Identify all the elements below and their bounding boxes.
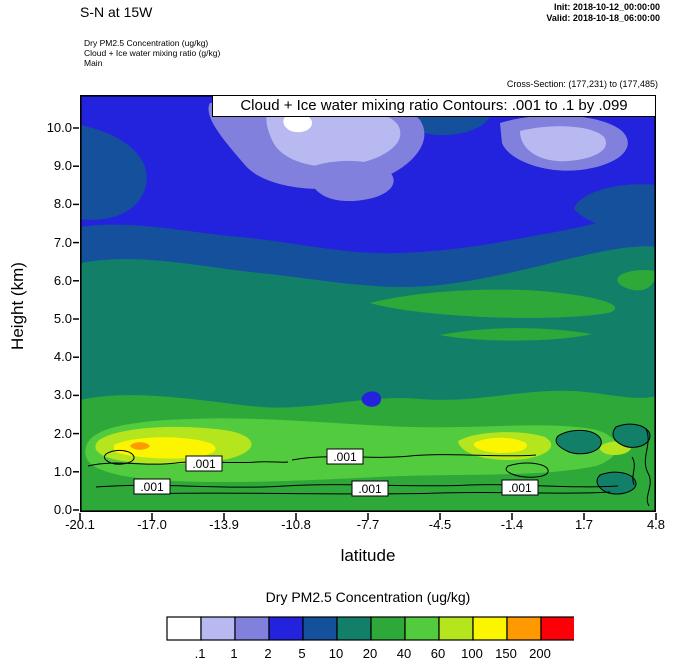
pm25-fill-150-200 — [130, 442, 150, 450]
y-tick-label: 5.0 — [53, 311, 72, 326]
colorbar-label: 10 — [328, 646, 344, 661]
colorbar-label: .1 — [194, 646, 206, 661]
x-tick-label: -17.0 — [137, 517, 167, 532]
x-tick-label: 1.7 — [574, 517, 594, 532]
init-time: Init: 2018-10-12_00:00:00 — [553, 2, 660, 12]
pm25-fill-5-10 — [80, 125, 147, 220]
colorbar-swatch — [404, 616, 440, 641]
pm25-fill-2-5-pocket — [361, 391, 382, 407]
y-tick-label: 6.0 — [53, 273, 72, 288]
y-tick-label: 4.0 — [53, 349, 72, 364]
figure-title: S-N at 15W — [80, 4, 153, 20]
contour-label: .001 — [326, 448, 364, 465]
pm25-fill-p1-1 — [520, 126, 607, 162]
x-axis-ticks — [79, 513, 657, 520]
colorbar-label: 2 — [264, 646, 272, 661]
pm25-fill-20-40 — [617, 270, 656, 291]
colorbar-label: 5 — [298, 646, 306, 661]
y-tick-label: 0.0 — [53, 502, 72, 517]
colorbar-swatch — [268, 616, 304, 641]
y-axis-ticks — [73, 127, 79, 511]
colorbar-swatch — [234, 616, 270, 641]
x-tick-label: -20.1 — [65, 517, 95, 532]
pm25-fill-10-20-pocket — [596, 471, 637, 495]
init-valid-block: Init: 2018-10-12_00:00:00 Valid: 2018-10… — [546, 2, 660, 24]
pm25-filled-contours: .001 .001 .001 .001 .001 — [80, 95, 656, 512]
contour-label: .001 — [185, 455, 223, 472]
pm25-fill-1-2 — [309, 160, 394, 201]
pm25-fill-10-20-pocket — [612, 423, 651, 448]
pm25-fill-10-20-pocket — [555, 429, 602, 455]
svg-text:.001: .001 — [140, 480, 164, 494]
colorbar-title: Dry PM2.5 Concentration (ug/kg) — [265, 589, 471, 605]
pm25-fill-lt-p1 — [283, 113, 313, 133]
svg-text:.001: .001 — [358, 482, 382, 496]
colorbar-swatch — [336, 616, 372, 641]
y-axis-title: Height (km) — [8, 262, 27, 350]
colorbar-swatch — [166, 616, 202, 641]
x-tick-label: -1.4 — [500, 517, 524, 532]
colorbar-label: 150 — [495, 646, 517, 661]
x-tick-label: -13.9 — [209, 517, 239, 532]
colorbar — [166, 616, 574, 641]
x-tick-label: -4.5 — [428, 517, 452, 532]
x-tick-label: 4.8 — [646, 517, 666, 532]
y-tick-label: 3.0 — [53, 387, 72, 402]
contour-label: .001 — [133, 478, 171, 495]
field-pm25-label: Dry PM2.5 Concentration (ug/kg) — [84, 38, 209, 48]
pm25-fill-20-40 — [370, 289, 616, 318]
y-tick-label: 9.0 — [53, 158, 72, 173]
colorbar-swatch — [302, 616, 338, 641]
colorbar-label: 60 — [430, 646, 446, 661]
field-domain-label: Main — [84, 58, 103, 68]
pm25-fill-100-150 — [473, 437, 527, 453]
svg-text:.001: .001 — [333, 450, 357, 464]
svg-text:.001: .001 — [192, 457, 216, 471]
colorbar-swatch — [438, 616, 474, 641]
colorbar-swatch — [472, 616, 508, 641]
colorbar-label: 40 — [396, 646, 412, 661]
x-tick-label: -10.8 — [281, 517, 311, 532]
contour-info-box: Cloud + Ice water mixing ratio Contours:… — [212, 95, 656, 117]
svg-text:.001: .001 — [508, 481, 532, 495]
y-tick-label: 1.0 — [53, 464, 72, 479]
colorbar-swatch — [200, 616, 236, 641]
field-list: Dry PM2.5 Concentration (ug/kg) Cloud + … — [84, 38, 220, 68]
cross-section-label: Cross-Section: (177,231) to (177,485) — [506, 79, 658, 89]
colorbar-label: 200 — [529, 646, 551, 661]
field-cloudice-label: Cloud + Ice water mixing ratio (g/kg) — [84, 48, 221, 58]
pm25-fill-20-40 — [440, 328, 592, 341]
y-tick-label: 7.0 — [53, 235, 72, 250]
contour-label: .001 — [501, 479, 539, 496]
y-tick-label: 10.0 — [46, 120, 72, 135]
valid-time: Valid: 2018-10-18_06:00:00 — [546, 13, 660, 23]
y-tick-label: 8.0 — [53, 196, 72, 211]
x-axis-title: latitude — [340, 546, 396, 565]
contour-label: .001 — [351, 480, 389, 497]
colorbar-label: 20 — [362, 646, 378, 661]
colorbar-swatch — [506, 616, 542, 641]
colorbar-swatch — [370, 616, 406, 641]
cross-section-plot: .001 .001 .001 .001 .001 — [73, 95, 657, 520]
colorbar-swatch — [540, 616, 574, 641]
colorbar-label: 1 — [230, 646, 238, 661]
y-tick-label: 2.0 — [53, 426, 72, 441]
colorbar-label: 100 — [461, 646, 483, 661]
x-tick-label: -7.7 — [356, 517, 380, 532]
